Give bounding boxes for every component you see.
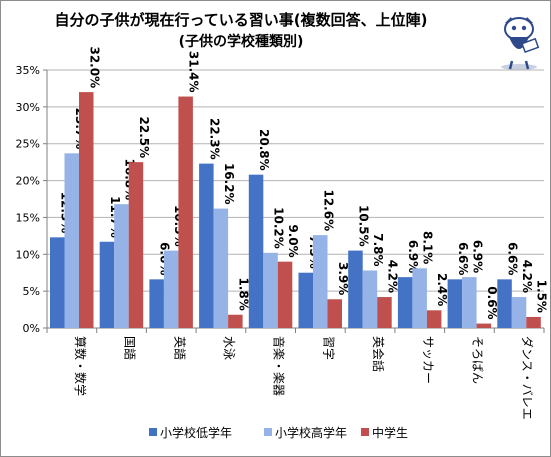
data-label: 10.5% <box>356 205 370 247</box>
data-label: 9.0% <box>286 224 300 257</box>
mascot-icon <box>501 17 540 70</box>
bar <box>64 153 79 328</box>
x-category-label: 習字 <box>321 336 336 360</box>
data-label: 8.1% <box>421 231 435 264</box>
bar <box>99 241 115 328</box>
data-label: 6.6% <box>506 242 520 275</box>
legend: 小学校低学年 小学校高学年 中学生 <box>149 425 408 440</box>
plot-area: 0%5%10%15%20%25%30%35%12.3%23.7%32.0%算数・… <box>16 46 549 419</box>
data-label: 6.6% <box>456 242 470 275</box>
x-category-label: 音楽・楽器 <box>272 336 287 396</box>
y-tick-label: 10% <box>16 248 40 261</box>
data-label: 2.4% <box>435 273 449 306</box>
x-category-label: サッカー <box>421 336 435 384</box>
bar <box>377 297 392 328</box>
bar <box>114 204 129 328</box>
data-label: 1.8% <box>236 277 250 310</box>
x-category-label: そろばん <box>470 336 484 384</box>
x-category-label: 水泳 <box>222 336 236 360</box>
data-label: 0.6% <box>485 286 499 319</box>
legend-label: 小学校低学年 <box>160 425 232 440</box>
data-label: 20.8% <box>257 129 271 171</box>
bar <box>79 92 94 328</box>
chart-title: 自分の子供が現在行っている習い事(複数回答、上位陣) <box>54 11 428 29</box>
y-tick-label: 25% <box>16 138 40 151</box>
bar <box>313 235 328 328</box>
bar <box>128 162 144 328</box>
bar <box>277 261 293 328</box>
legend-label: 小学校高学年 <box>275 425 347 440</box>
data-label: 10.2% <box>272 207 286 249</box>
data-label: 12.6% <box>321 189 335 231</box>
data-label: 32.0% <box>87 46 101 88</box>
y-tick-label: 0% <box>23 322 40 335</box>
bar <box>149 279 164 328</box>
y-tick-label: 20% <box>16 175 40 188</box>
bar <box>228 314 243 328</box>
data-label: 6.9% <box>470 240 484 273</box>
data-label: 22.3% <box>207 118 221 160</box>
data-label: 7.8% <box>371 233 385 266</box>
data-label: 6.9% <box>406 240 420 273</box>
bar <box>348 250 363 328</box>
bar <box>199 163 214 328</box>
bar <box>511 297 527 328</box>
data-label: 4.2% <box>520 260 534 293</box>
data-label: 4.2% <box>385 260 399 293</box>
y-tick-label: 30% <box>16 101 40 114</box>
bar <box>476 323 492 328</box>
legend-swatch <box>361 428 369 436</box>
data-label: 16.2% <box>222 163 236 205</box>
y-tick-label: 15% <box>16 211 40 224</box>
bar <box>213 208 229 328</box>
bar <box>178 96 193 328</box>
bar <box>327 299 342 328</box>
x-category-label: ダンス・バレエ <box>520 336 535 420</box>
data-label: 31.4% <box>187 51 201 93</box>
bar <box>298 272 313 328</box>
bar <box>50 237 65 328</box>
data-label: 3.9% <box>336 262 350 295</box>
x-category-label: 国語 <box>123 336 138 360</box>
bar <box>248 174 264 328</box>
x-category-label: 算数・数学 <box>73 336 88 396</box>
y-tick-label: 5% <box>23 285 40 298</box>
data-label: 1.5% <box>535 280 549 313</box>
bar <box>462 277 477 328</box>
bar <box>526 316 541 328</box>
x-category-label: 英会話 <box>371 336 386 372</box>
x-category-label: 英語 <box>172 336 187 360</box>
legend-label: 中学生 <box>372 425 408 440</box>
y-tick-label: 35% <box>16 64 40 77</box>
bar <box>426 310 442 328</box>
bar <box>497 279 512 328</box>
bar <box>362 270 378 328</box>
bar <box>163 250 179 328</box>
bar <box>447 279 463 328</box>
data-label: 22.5% <box>137 117 151 159</box>
bar <box>412 268 427 328</box>
legend-swatch <box>149 428 157 436</box>
bar <box>263 252 278 328</box>
chart-subtitle: (子供の学校種類別) <box>178 34 304 50</box>
bar <box>397 277 413 328</box>
legend-swatch <box>264 428 272 436</box>
